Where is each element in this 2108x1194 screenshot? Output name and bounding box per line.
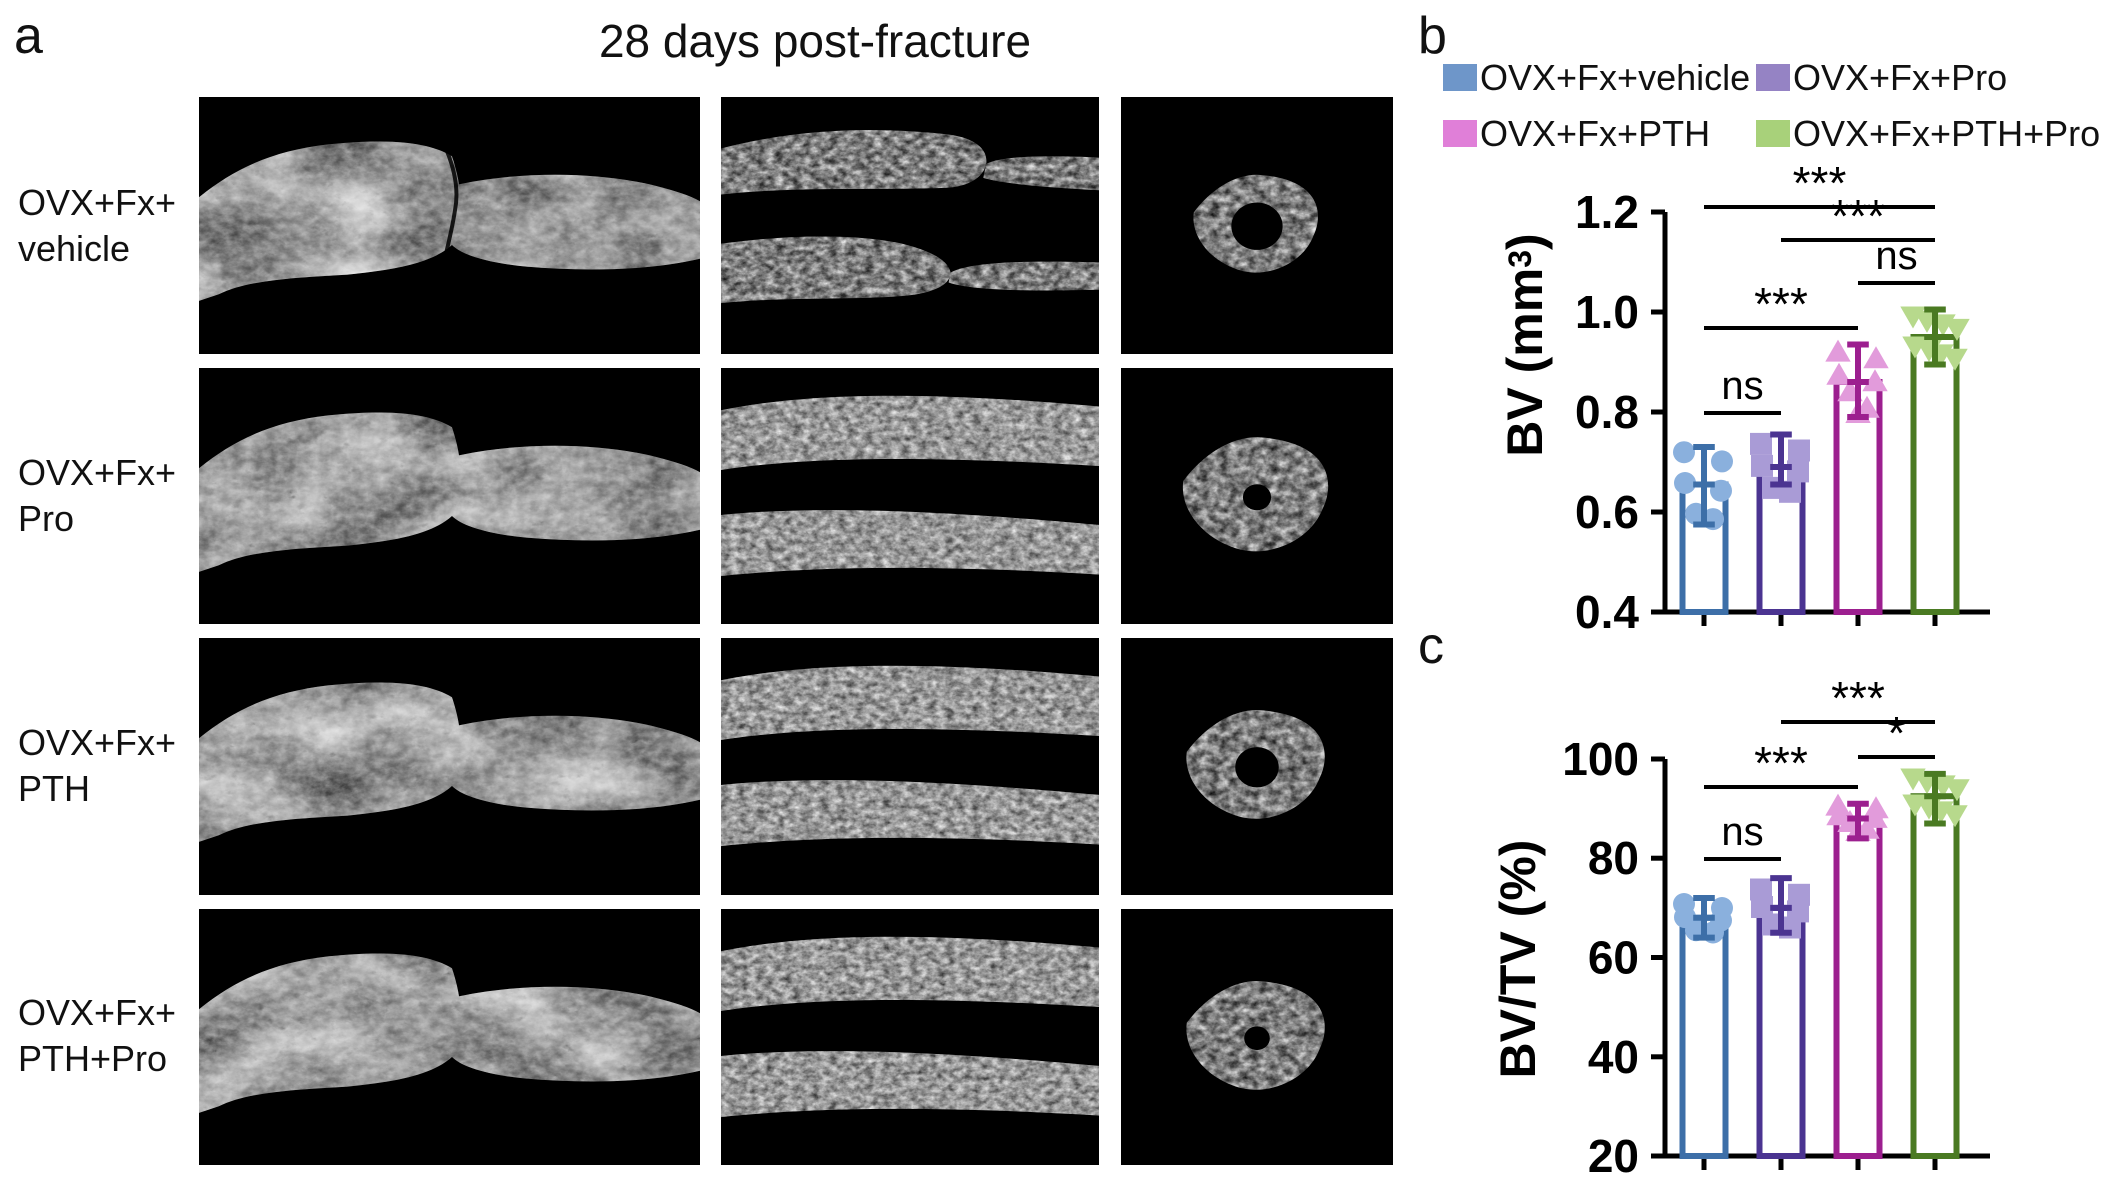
svg-text:40: 40 <box>1588 1031 1639 1083</box>
svg-text:80: 80 <box>1588 832 1639 884</box>
svg-text:60: 60 <box>1588 932 1639 984</box>
svg-text:20: 20 <box>1588 1130 1639 1182</box>
svg-text:ns: ns <box>1721 810 1763 854</box>
svg-text:*: * <box>1888 707 1906 759</box>
svg-text:***: *** <box>1831 672 1885 724</box>
svg-text:BV/TV (%): BV/TV (%) <box>1490 840 1546 1079</box>
svg-text:***: *** <box>1754 737 1808 789</box>
svg-text:100: 100 <box>1562 733 1639 785</box>
